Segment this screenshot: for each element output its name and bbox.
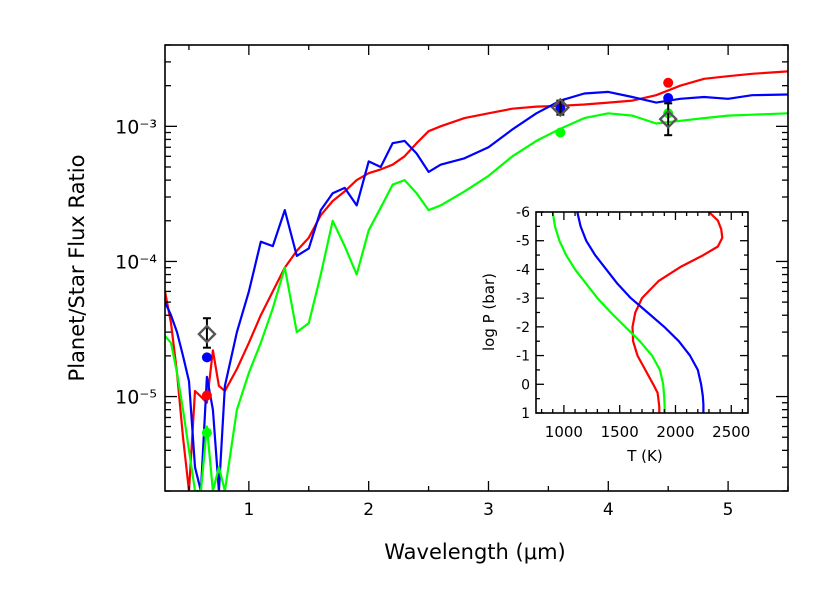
model-point xyxy=(663,77,674,88)
inset-y-tick-label: 1 xyxy=(521,406,530,422)
y-tick-label: 10⁻⁵ xyxy=(115,387,157,409)
series-line-blue-model xyxy=(165,90,788,491)
main-series-group xyxy=(165,70,788,491)
inset-y-tick-label: -2 xyxy=(516,320,530,336)
inset-background xyxy=(536,212,748,413)
main-axes: 1 2 3 4 5 10⁻⁵ 10⁻⁴ 10⁻³ xyxy=(115,44,789,520)
inset-plot: 1000 1500 2000 2500 -6 -5 -4 -3 -2 -1 0 1 T (K) log… xyxy=(480,205,750,465)
inset-x-tick-label: 2500 xyxy=(712,423,750,441)
observation-diamond xyxy=(197,324,217,344)
series-line-red-model xyxy=(165,70,788,491)
inset-y-tick-label: -3 xyxy=(516,291,530,307)
series-line-green-model xyxy=(165,112,788,491)
x-tick-label: 5 xyxy=(723,500,734,520)
inset-y-tick-label: -6 xyxy=(516,205,530,221)
inset-line-blue-profile xyxy=(576,212,705,413)
inset-y-tick-label: -4 xyxy=(516,262,530,278)
inset-x-tick-label: 1500 xyxy=(601,423,639,441)
model-point xyxy=(201,427,212,438)
observation-diamond xyxy=(658,109,678,129)
model-point xyxy=(663,93,674,104)
observations-group xyxy=(197,97,678,349)
inset-series-group xyxy=(551,212,724,413)
x-tick-label: 4 xyxy=(603,500,614,520)
main-y-axis-label: Planet/Star Flux Ratio xyxy=(65,155,89,382)
inset-axes: 1000 1500 2000 2500 -6 -5 -4 -3 -2 -1 0 1 xyxy=(516,205,750,441)
model-point xyxy=(555,127,566,138)
inset-line-green-profile xyxy=(551,212,666,413)
inset-y-tick-label: -5 xyxy=(516,234,530,250)
observation-diamond xyxy=(550,97,571,118)
model-point xyxy=(201,352,212,363)
inset-y-tick-label: 0 xyxy=(521,377,530,393)
main-x-axis-label: Wavelength (μm) xyxy=(384,540,565,564)
inset-x-tick-label: 2000 xyxy=(656,423,694,441)
inset-x-axis-label: T (K) xyxy=(626,447,662,465)
x-tick-label: 1 xyxy=(243,500,254,520)
inset-y-axis-label: log P (bar) xyxy=(480,273,498,351)
model-point xyxy=(201,390,212,401)
main-plot: 1 2 3 4 5 10⁻⁵ 10⁻⁴ 10⁻³ Wavelength (μm) Planet… xyxy=(65,44,789,564)
inset-line-red-profile xyxy=(631,212,724,413)
y-tick-label: 10⁻³ xyxy=(115,116,157,138)
y-tick-label: 10⁻⁴ xyxy=(115,251,157,273)
x-tick-label: 3 xyxy=(483,500,494,520)
inset-x-tick-label: 1000 xyxy=(545,423,583,441)
x-tick-label: 2 xyxy=(363,500,374,520)
inset-y-tick-label: -1 xyxy=(516,349,530,365)
